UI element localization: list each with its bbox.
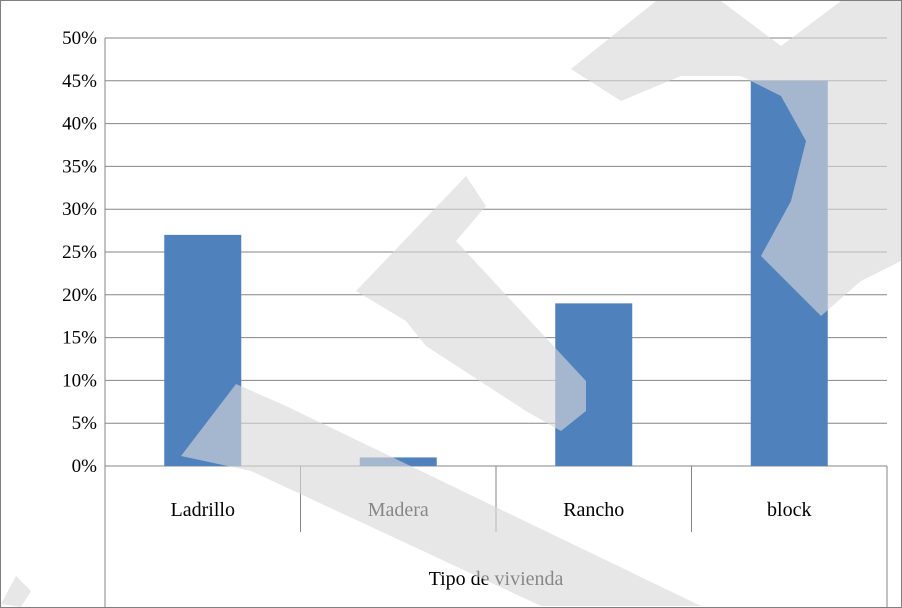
y-tick-label: 20% bbox=[62, 285, 97, 306]
watermark-stroke-lower bbox=[181, 384, 701, 606]
y-tick-label: 45% bbox=[62, 71, 97, 92]
y-tick-labels: 0% 5% 10% 15% 20% 25% 30% 35% 40% 45% 50% bbox=[62, 28, 97, 477]
y-tick-label: 5% bbox=[72, 413, 98, 434]
x-tick-label: Rancho bbox=[563, 499, 624, 521]
x-tick-label: Ladrillo bbox=[171, 499, 235, 521]
y-tick-label: 15% bbox=[62, 328, 97, 349]
watermark-stroke-left bbox=[1, 576, 31, 607]
y-tick-label: 35% bbox=[62, 156, 97, 177]
y-tick-label: 25% bbox=[62, 242, 97, 263]
y-tick-label: 10% bbox=[62, 370, 97, 391]
x-tick-label: block bbox=[767, 499, 811, 521]
y-tick-label: 30% bbox=[62, 199, 97, 220]
y-tick-label: 0% bbox=[72, 456, 98, 477]
watermark-stroke-upper bbox=[571, 1, 901, 316]
y-tick-label: 40% bbox=[62, 114, 97, 135]
y-tick-label: 50% bbox=[62, 28, 97, 49]
bars bbox=[164, 80, 828, 467]
watermark-stroke-middle bbox=[356, 176, 586, 431]
